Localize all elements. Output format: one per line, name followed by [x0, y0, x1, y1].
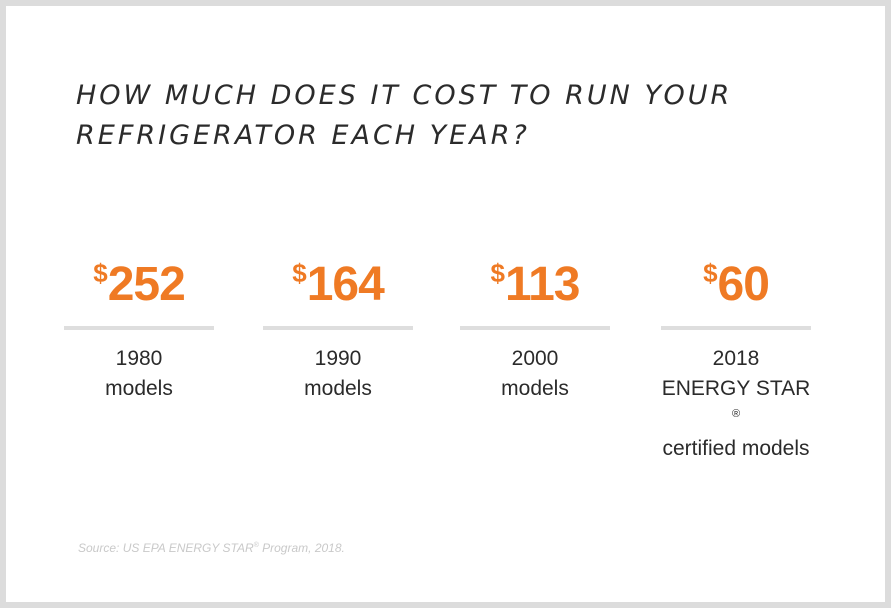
cost-value-2018: $60 [661, 256, 811, 314]
label-line: 2018 [712, 347, 760, 370]
divider-rule [64, 326, 214, 330]
cost-value-1990: $164 [263, 256, 413, 314]
cost-amount-2018: 60 [717, 258, 770, 311]
divider-rule [263, 326, 413, 330]
currency-symbol: $ [93, 258, 108, 288]
label-line: models [501, 377, 569, 400]
cost-value-1980: $252 [64, 256, 214, 314]
cost-value-2000: $113 [460, 256, 610, 314]
registered-mark: ® [731, 408, 741, 420]
cost-amount-1990: 164 [306, 258, 385, 311]
currency-symbol: $ [490, 258, 506, 288]
source-registered-mark: ® [253, 542, 259, 549]
currency-symbol: $ [703, 258, 718, 288]
cost-label-1980: 1980 models [64, 344, 214, 404]
currency-symbol: $ [292, 258, 307, 288]
label-line: ENERGY STAR ® [661, 374, 811, 434]
label-line: models [105, 377, 173, 400]
cost-label-2018: 2018 ENERGY STAR ® certified models [661, 344, 811, 464]
label-line: 1990 [314, 347, 362, 370]
cost-amount-2000: 113 [505, 258, 580, 311]
source-text-before: Source: US EPA ENERGY STAR [78, 541, 254, 555]
label-line: 1980 [115, 347, 163, 370]
label-line: 2000 [511, 347, 559, 370]
label-line: models [304, 377, 372, 400]
cost-column-2000: $113 2000 models [460, 256, 610, 404]
cost-column-1990: $164 1990 models [263, 256, 413, 404]
divider-rule [661, 326, 811, 330]
chart-title-line-1: HOW MUCH DOES IT COST TO RUN YOUR [76, 80, 733, 111]
cost-label-1990: 1990 models [263, 344, 413, 404]
label-line: certified models [662, 437, 810, 460]
chart-title-line-2: REFRIGERATOR EACH YEAR? [76, 120, 530, 151]
cost-amount-1980: 252 [107, 258, 186, 311]
cost-column-1980: $252 1980 models [64, 256, 214, 404]
cost-label-2000: 2000 models [460, 344, 610, 404]
source-note: Source: US EPA ENERGY STAR® Program, 201… [78, 541, 345, 555]
source-text-after: Program, 2018. [258, 541, 345, 555]
chart-title: HOW MUCH DOES IT COST TO RUN YOUR REFRIG… [76, 76, 836, 156]
divider-rule [460, 326, 610, 330]
cost-column-2018: $60 2018 ENERGY STAR ® certified models [661, 256, 811, 464]
energy-star-text: ENERGY STAR [661, 377, 811, 400]
